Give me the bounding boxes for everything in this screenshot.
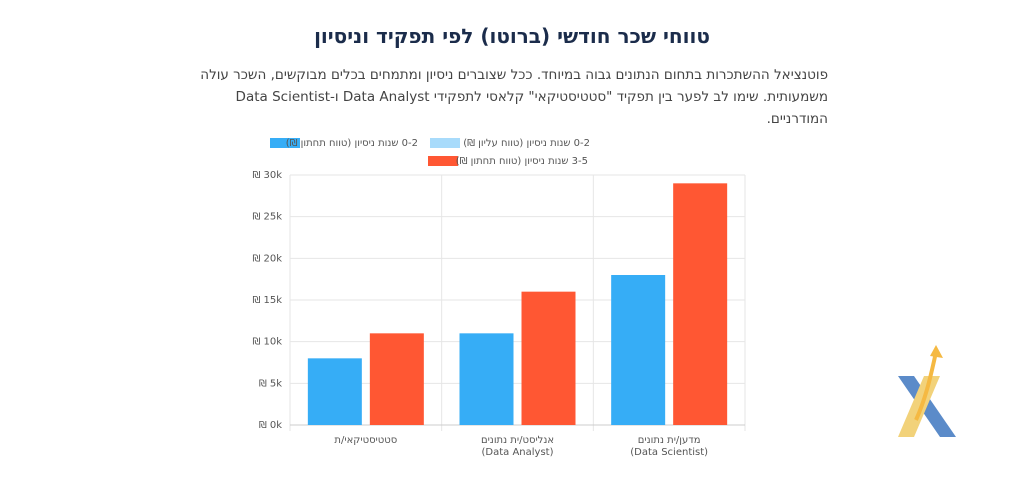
- x-tick-label: אנליסט/ית נתונים: [481, 435, 554, 446]
- legend-swatch: [270, 138, 300, 148]
- x-tick-label: סטטיסטיקאי/ת: [334, 435, 397, 446]
- bar: [369, 333, 424, 425]
- description: פוטנציאל ההשתכרות בתחום הנתונים גבוה במי…: [200, 67, 828, 127]
- legend-label: 3-5 שנות ניסיון (טווח תחתון ₪): [456, 156, 588, 167]
- logo: [898, 345, 956, 437]
- x-tick-label: (Data Analyst): [481, 447, 553, 458]
- y-tick-label: ₪ 30k: [252, 170, 282, 181]
- y-tick-label: ₪ 5k: [259, 378, 282, 389]
- bar: [673, 183, 728, 425]
- y-tick-label: ₪ 25k: [252, 212, 282, 223]
- y-tick-label: ₪ 20k: [252, 253, 282, 264]
- legend-label: 0-2 שנות ניסיון (טווח עליון ₪): [463, 138, 590, 149]
- title: טווחי שכר חודשי (ברוטו) לפי תפקיד וניסיו…: [314, 24, 710, 48]
- legend-swatch: [430, 138, 460, 148]
- y-tick-label: ₪ 10k: [252, 337, 282, 348]
- legend-swatch: [428, 156, 458, 166]
- y-tick-label: ₪ 0k: [259, 420, 282, 431]
- x-tick-label: מדען/ית נתונים: [638, 435, 701, 446]
- bar: [307, 358, 362, 425]
- legend-label: 0-2 שנות ניסיון (טווח תחתון ₪): [286, 138, 418, 149]
- y-tick-label: ₪ 15k: [252, 295, 282, 306]
- bar: [611, 275, 666, 425]
- bar: [521, 291, 576, 425]
- x-tick-label: (Data Scientist): [630, 447, 708, 458]
- bar: [459, 333, 514, 425]
